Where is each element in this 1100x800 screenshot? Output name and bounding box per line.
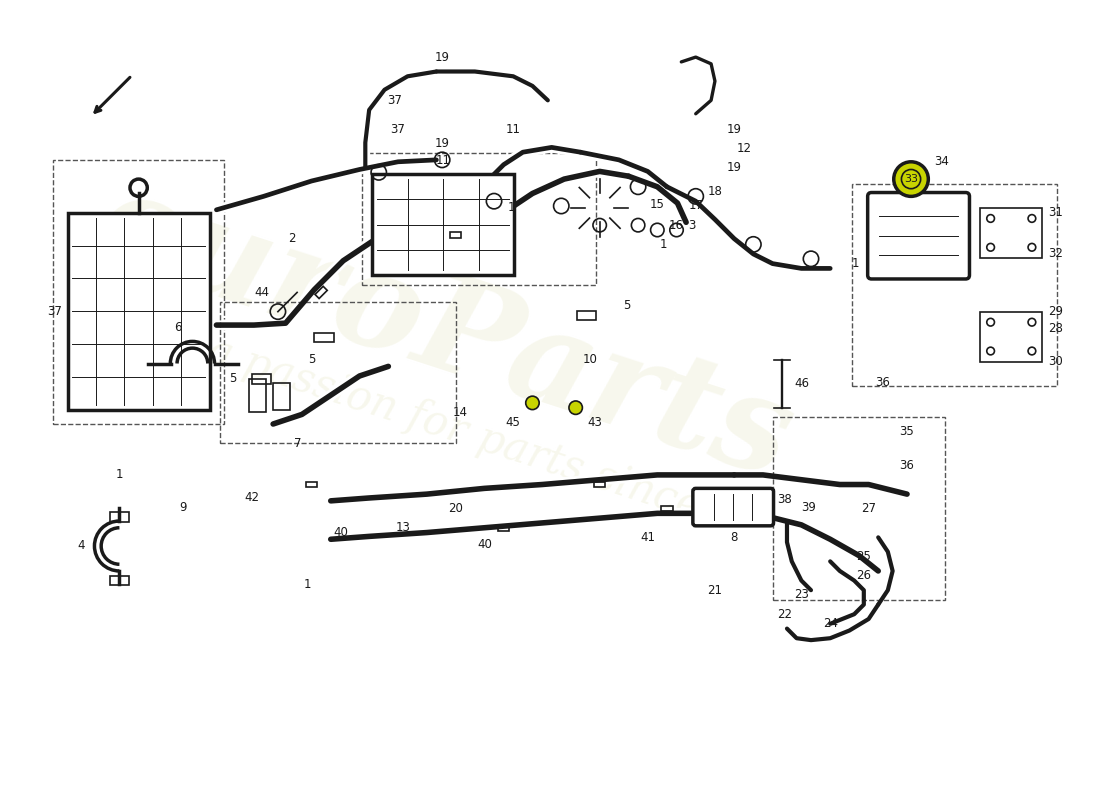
- Text: 4: 4: [77, 539, 85, 553]
- Text: 39: 39: [802, 501, 816, 514]
- Text: 19: 19: [727, 122, 741, 136]
- Text: 1: 1: [116, 469, 123, 482]
- Bar: [980, 312, 1043, 362]
- Text: 20: 20: [448, 502, 463, 515]
- Text: 19: 19: [434, 50, 450, 63]
- Text: 37: 37: [390, 122, 406, 136]
- Text: 46: 46: [794, 377, 808, 390]
- Text: 5: 5: [308, 353, 316, 366]
- Bar: [576, 310, 596, 320]
- FancyBboxPatch shape: [868, 193, 969, 279]
- Text: 9: 9: [179, 501, 187, 514]
- Text: 30: 30: [1048, 355, 1064, 368]
- Text: 37: 37: [387, 94, 402, 107]
- Text: 31: 31: [1048, 206, 1064, 219]
- Text: 5: 5: [623, 299, 630, 312]
- FancyBboxPatch shape: [693, 488, 773, 526]
- Text: 2: 2: [288, 232, 296, 245]
- Circle shape: [569, 401, 582, 414]
- Text: 5: 5: [229, 372, 236, 386]
- Text: 14: 14: [453, 406, 468, 419]
- Text: euroParts: euroParts: [80, 160, 808, 506]
- Text: 41: 41: [640, 531, 656, 544]
- Text: 25: 25: [857, 550, 871, 563]
- Bar: [980, 208, 1043, 258]
- Text: 45: 45: [506, 415, 520, 429]
- Text: 16: 16: [669, 218, 684, 232]
- Bar: [220, 302, 455, 443]
- Text: 27: 27: [861, 502, 876, 515]
- Text: 36: 36: [876, 376, 891, 390]
- Text: 37: 37: [46, 305, 62, 318]
- Bar: [110, 512, 129, 522]
- Text: 33: 33: [904, 174, 918, 184]
- Text: 19: 19: [434, 137, 450, 150]
- Bar: [772, 418, 946, 600]
- Text: 26: 26: [856, 570, 871, 582]
- Text: 35: 35: [900, 425, 914, 438]
- Text: 17: 17: [689, 199, 703, 213]
- Text: 21: 21: [707, 584, 723, 597]
- Bar: [110, 576, 129, 586]
- Text: 28: 28: [1048, 322, 1064, 335]
- Text: 1: 1: [851, 257, 859, 270]
- Text: 22: 22: [778, 608, 793, 621]
- Text: 44: 44: [254, 286, 270, 299]
- Text: 8: 8: [730, 531, 738, 544]
- Text: 43: 43: [587, 415, 603, 429]
- Text: 38: 38: [777, 493, 792, 506]
- Circle shape: [893, 162, 928, 196]
- Text: 1: 1: [507, 202, 515, 214]
- Bar: [372, 174, 514, 275]
- Text: 23: 23: [794, 589, 808, 602]
- Bar: [67, 213, 210, 410]
- Text: 19: 19: [727, 161, 741, 174]
- Text: 15: 15: [650, 198, 664, 210]
- Text: 36: 36: [900, 459, 914, 472]
- Bar: [273, 382, 290, 410]
- Text: 32: 32: [1048, 246, 1064, 259]
- Text: 18: 18: [707, 185, 723, 198]
- Text: a passion for parts since: a passion for parts since: [201, 329, 706, 529]
- Text: 3: 3: [689, 218, 695, 232]
- Text: 10: 10: [583, 353, 597, 366]
- Bar: [362, 153, 596, 285]
- Text: 7: 7: [295, 437, 301, 450]
- Text: 12: 12: [736, 142, 751, 155]
- Bar: [249, 379, 266, 413]
- Text: 1: 1: [659, 238, 667, 251]
- Text: 6: 6: [174, 322, 182, 334]
- Text: 34: 34: [934, 155, 949, 168]
- Text: 40: 40: [477, 538, 492, 550]
- Text: 11: 11: [436, 154, 451, 167]
- Text: 40: 40: [333, 526, 348, 539]
- Text: 42: 42: [244, 491, 260, 505]
- Bar: [315, 333, 333, 342]
- Bar: [53, 160, 224, 424]
- Text: 13: 13: [395, 522, 410, 534]
- Text: 24: 24: [823, 618, 838, 630]
- Circle shape: [526, 396, 539, 410]
- Text: 1: 1: [304, 578, 311, 591]
- Bar: [852, 184, 1057, 386]
- Bar: [252, 374, 272, 384]
- Text: 29: 29: [1048, 305, 1064, 318]
- Text: 11: 11: [506, 122, 520, 136]
